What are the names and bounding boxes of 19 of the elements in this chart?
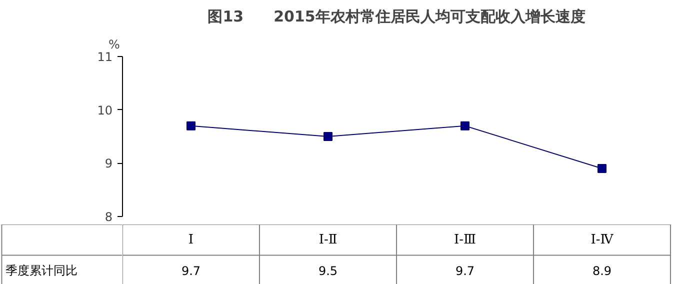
data-label: 9.7 <box>181 264 201 278</box>
point <box>186 121 196 130</box>
point <box>324 132 332 141</box>
data-label: 9.7 <box>455 264 475 278</box>
text: 季度累计同比 <box>5 264 78 278</box>
chart-title: 图13 2015年农村常住居民人均可支配收入增长速度 <box>208 8 586 26</box>
x-tick-label: Ⅰ-Ⅲ <box>454 232 476 248</box>
point <box>460 121 470 130</box>
data-label: 9.5 <box>318 264 338 278</box>
y-tick-label: 10 <box>97 103 113 118</box>
y-tick-label: 9 <box>104 156 113 171</box>
x-tick-label: Ⅰ <box>188 232 194 248</box>
data-label: 8.9 <box>592 264 612 278</box>
y-tick-label: 11 <box>97 50 113 64</box>
x-tick-label: Ⅰ-Ⅱ <box>318 232 338 248</box>
y-axis-title: % <box>108 38 120 52</box>
x-tick-label: Ⅰ-Ⅳ <box>590 232 614 248</box>
y-tick-label: 8 <box>104 210 113 224</box>
point <box>598 164 606 173</box>
